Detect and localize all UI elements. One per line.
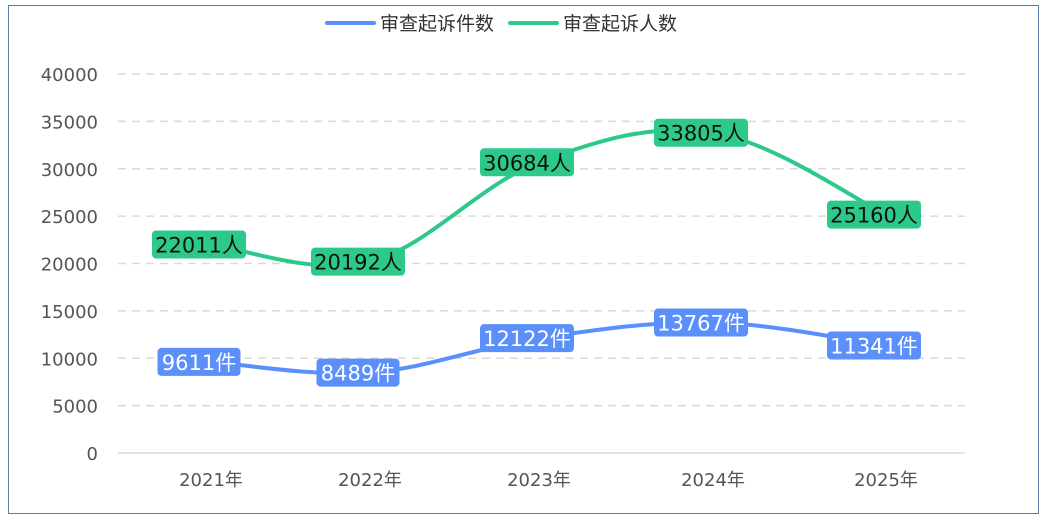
y-tick-label: 10000: [41, 349, 98, 370]
data-label-text: 8489件: [321, 362, 395, 386]
data-label-box: [480, 324, 574, 353]
data-label: 20192人: [311, 247, 405, 276]
data-label-box: [827, 331, 921, 360]
chart-frame: [8, 5, 1039, 514]
data-labels: 9611件 8489件 12122件 13767件 11341件 22011人 20192人…: [152, 118, 921, 387]
data-label-text: 20192人: [314, 251, 402, 275]
data-label: 9611件: [157, 347, 241, 376]
data-label-box: [654, 308, 748, 337]
data-label: 13767件: [654, 308, 748, 337]
data-label: 30684人: [480, 148, 574, 177]
data-label: 11341件: [827, 331, 921, 360]
grid-lines: [118, 73, 965, 454]
data-label-box: [827, 200, 921, 229]
data-label-box: [157, 347, 241, 376]
legend-label-persons[interactable]: 审查起诉人数: [563, 13, 677, 35]
x-tick-label: 2024年: [681, 470, 745, 491]
data-label: 8489件: [316, 358, 400, 387]
x-tick-label: 2021年: [179, 470, 243, 491]
data-label-text: 22011人: [155, 233, 243, 257]
y-tick-label: 5000: [52, 397, 98, 418]
data-label: 12122件: [480, 324, 574, 353]
data-label: 25160人: [827, 200, 921, 229]
y-axis-ticks: 0 5000 10000 15000 20000 25000 30000 35000 40000: [41, 65, 98, 465]
y-tick-label: 40000: [41, 65, 98, 86]
x-tick-label: 2023年: [507, 470, 571, 491]
x-tick-label: 2025年: [854, 470, 918, 491]
data-label-text: 30684人: [483, 151, 571, 175]
x-axis-ticks: 2021年 2022年 2023年 2024年 2025年: [179, 470, 918, 491]
data-label-text: 25160人: [830, 204, 918, 228]
data-label-box: [311, 247, 405, 276]
y-tick-label: 15000: [41, 302, 98, 323]
data-label-box: [654, 118, 748, 147]
data-label-text: 13767件: [657, 312, 745, 336]
data-label: 33805人: [654, 118, 748, 147]
y-tick-label: 25000: [41, 207, 98, 228]
data-label-text: 9611件: [162, 351, 236, 375]
y-tick-label: 30000: [41, 160, 98, 181]
data-label: 22011人: [152, 230, 246, 259]
data-label-box: [152, 230, 246, 259]
data-label-text: 11341件: [830, 335, 918, 359]
y-tick-label: 35000: [41, 112, 98, 133]
x-tick-label: 2022年: [338, 470, 402, 491]
data-label-text: 12122件: [483, 327, 571, 351]
y-tick-label: 0: [87, 444, 98, 465]
legend-label-filings[interactable]: 审查起诉件数: [380, 13, 494, 35]
legend[interactable]: 审查起诉件数 审查起诉人数: [325, 13, 677, 35]
data-label-box: [316, 358, 400, 387]
data-label-text: 33805人: [657, 122, 745, 146]
y-tick-label: 20000: [41, 255, 98, 276]
data-label-box: [480, 148, 574, 177]
